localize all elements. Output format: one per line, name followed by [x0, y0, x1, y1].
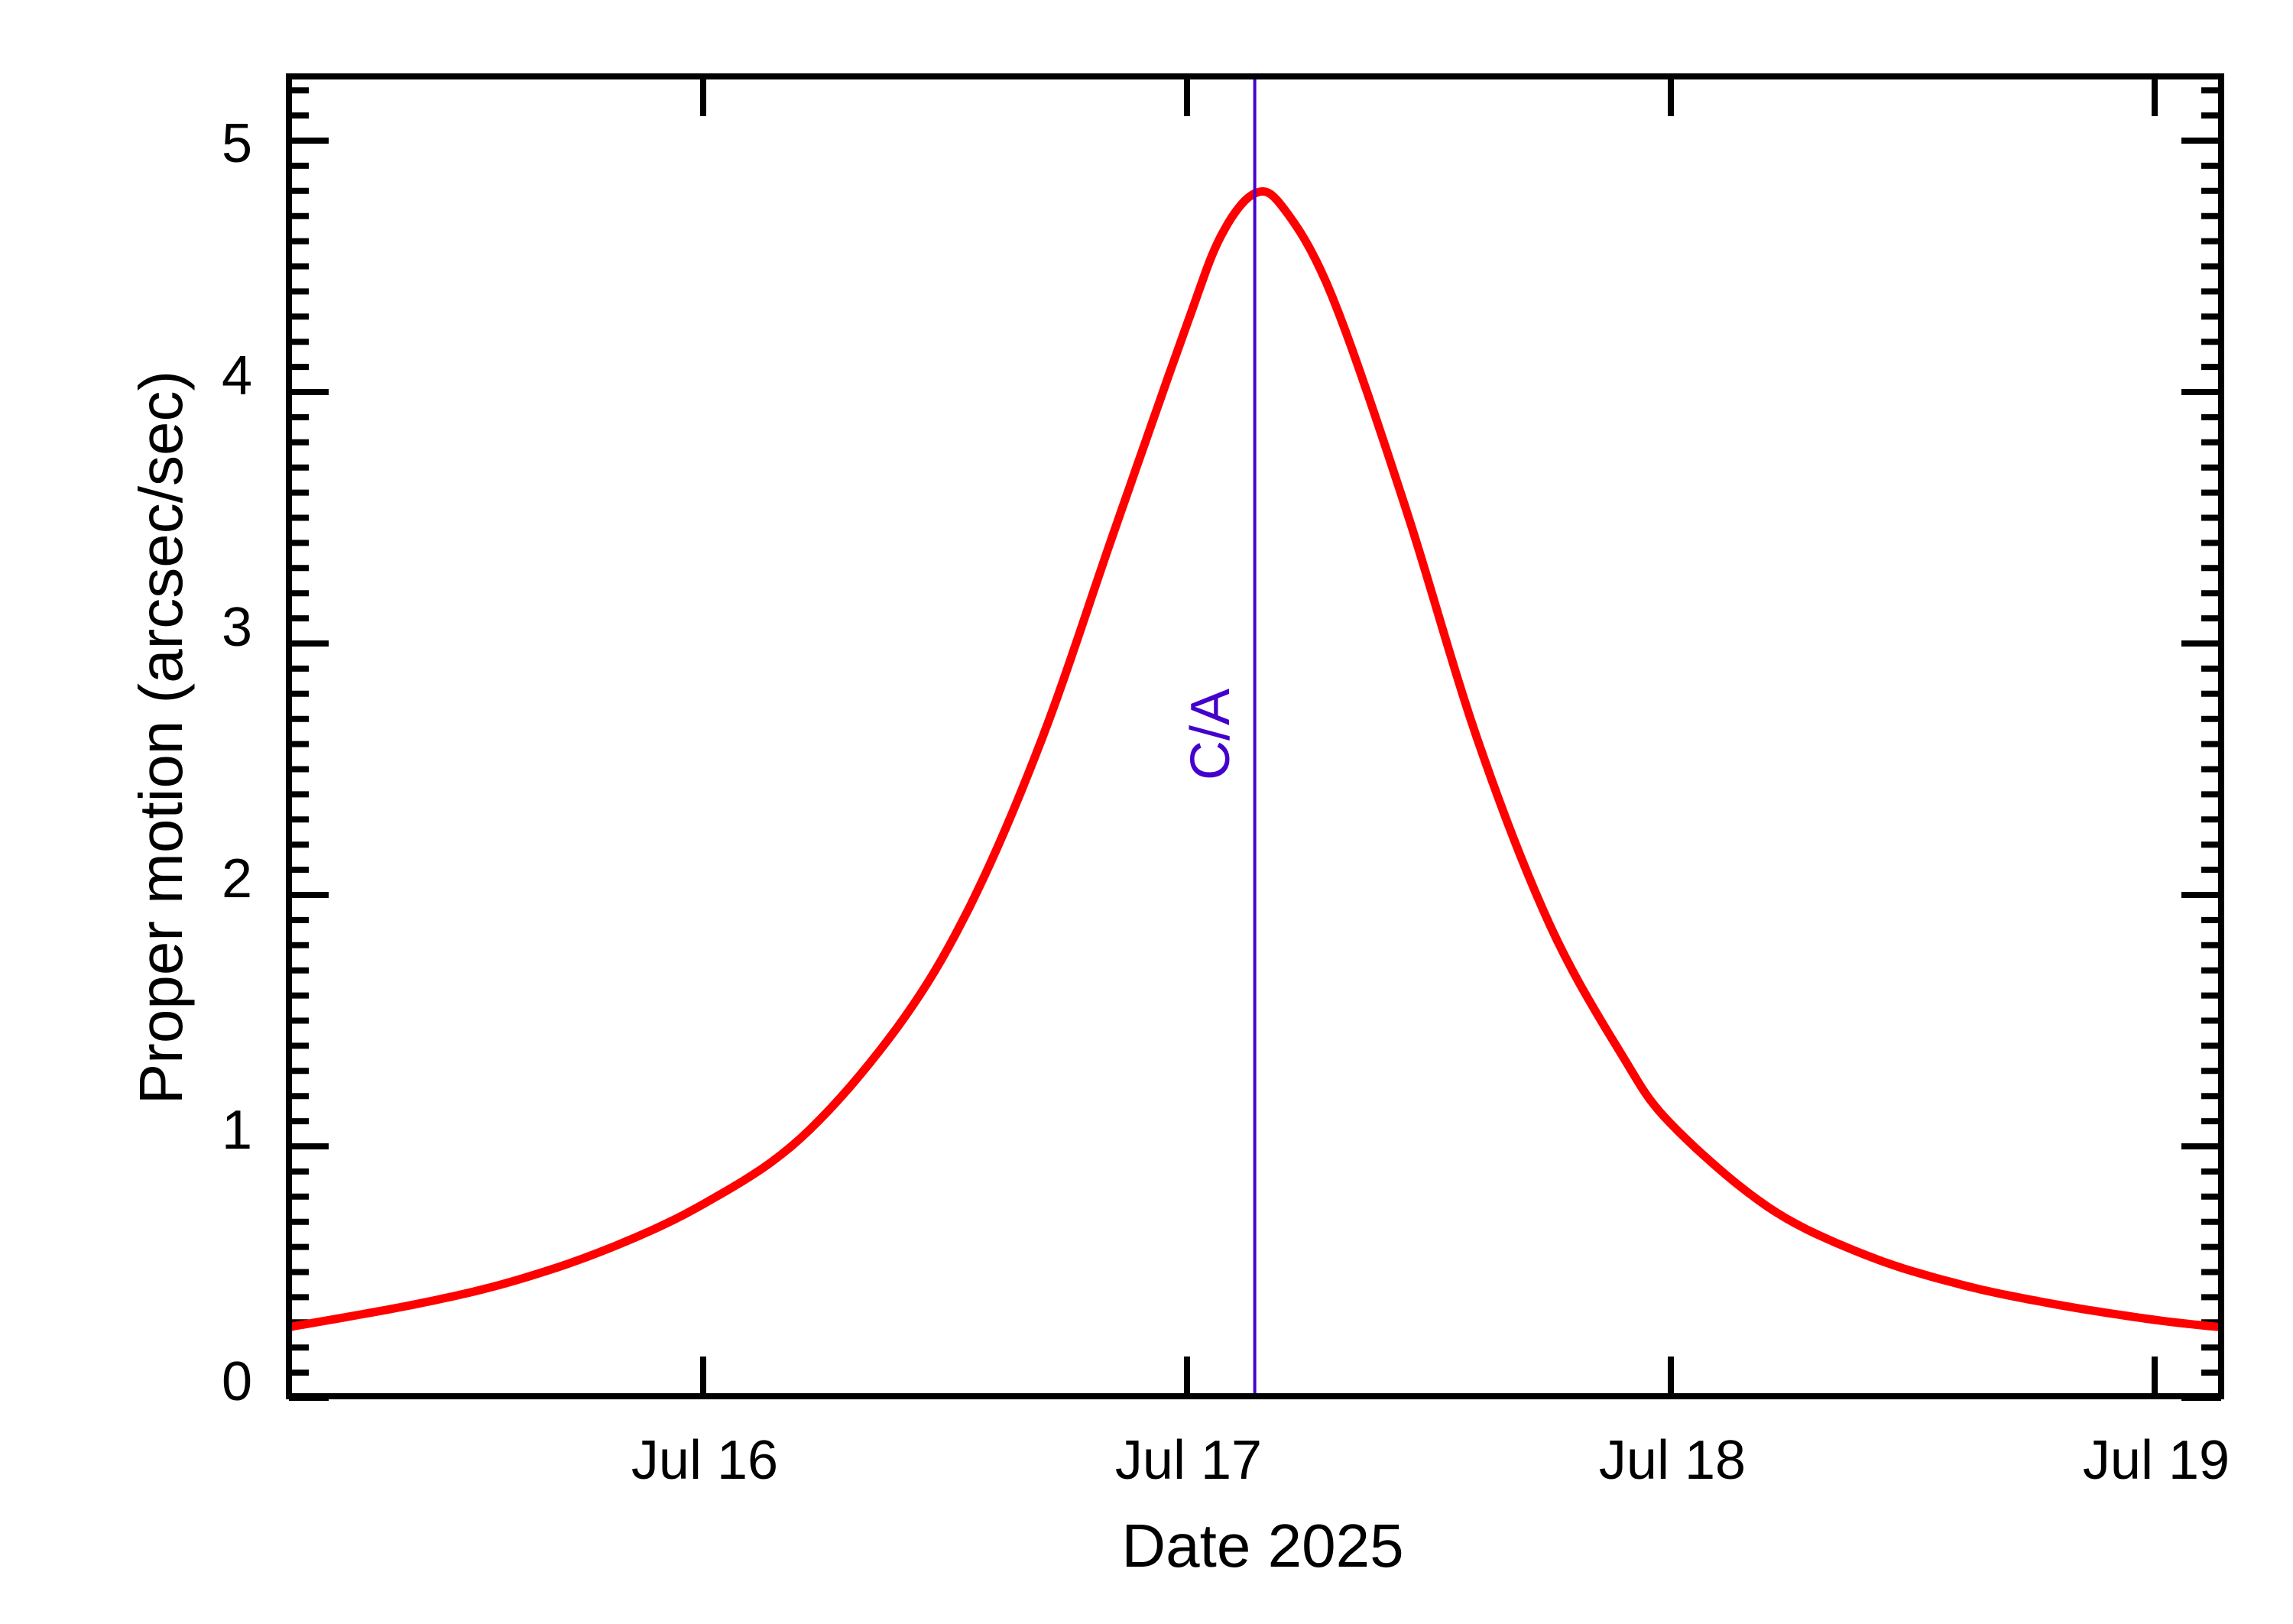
y-tick-label-0: 0: [222, 1351, 252, 1412]
x-tick-label-jul19: Jul 19: [2083, 1430, 2230, 1491]
plot-frame: [286, 73, 2224, 1399]
x-axis-title: Date 2025: [1121, 1512, 1403, 1580]
y-axis-title: Proper motion (arcsec/sec): [127, 371, 195, 1104]
x-tick-label-jul16: Jul 16: [631, 1430, 778, 1491]
minor-ticks: [289, 87, 2221, 1376]
y-tick-label-2: 2: [222, 848, 252, 909]
y-tick-label-3: 3: [222, 597, 252, 658]
proper-motion-curve: [287, 186, 2223, 1332]
y-tick-label-1: 1: [222, 1100, 252, 1161]
x-tick-label-jul17: Jul 17: [1115, 1430, 1262, 1491]
closest-approach-label: C/A: [1180, 689, 1241, 780]
y-tick-label-5: 5: [222, 113, 252, 174]
x-tick-label-jul18: Jul 18: [1599, 1430, 1746, 1491]
y-tick-label-4: 4: [222, 345, 252, 407]
